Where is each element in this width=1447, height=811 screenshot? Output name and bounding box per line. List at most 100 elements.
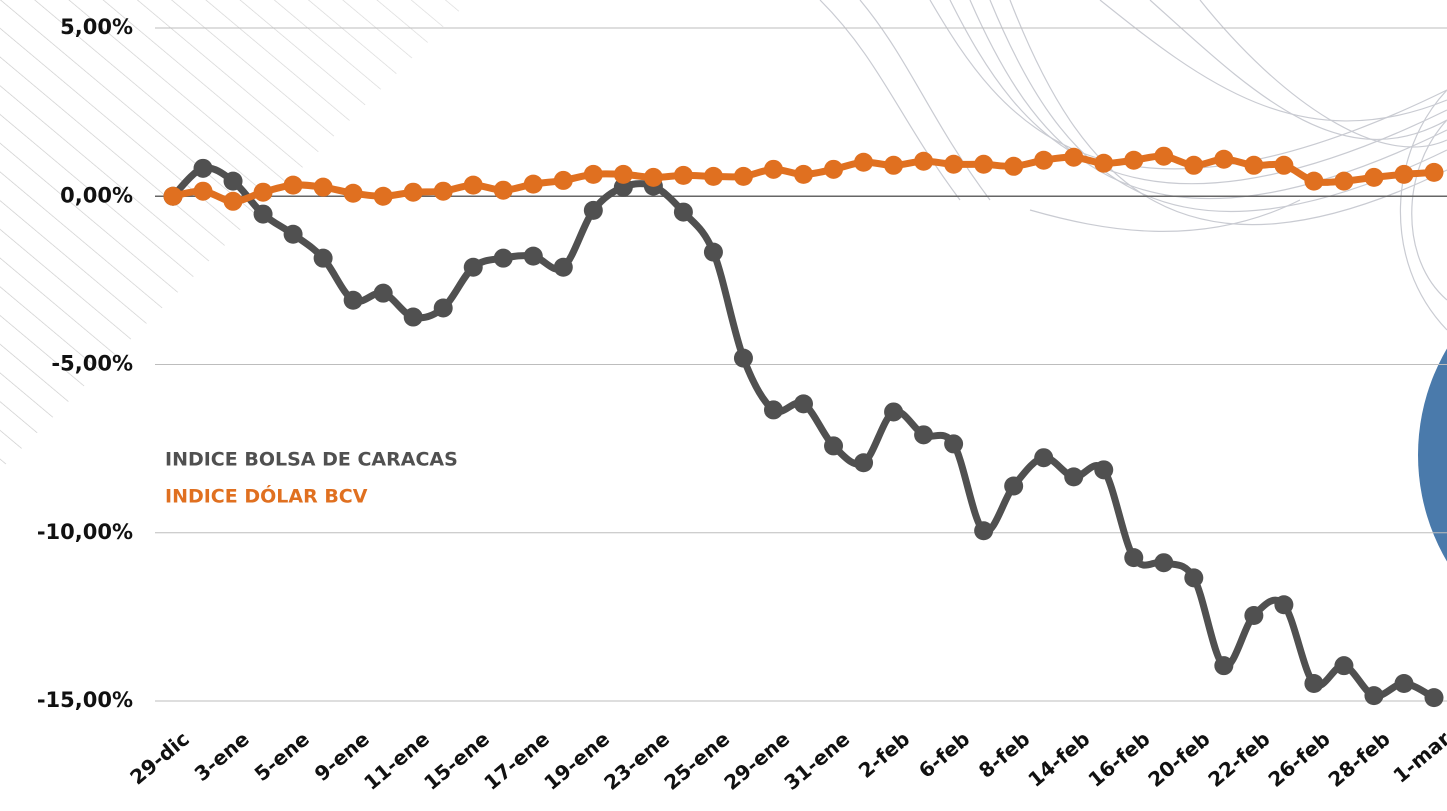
data-point [584,201,603,220]
data-point [644,168,663,187]
data-point [284,176,303,195]
data-point [1124,151,1143,170]
data-point [614,165,633,184]
data-point [704,167,723,186]
data-point [974,155,993,174]
data-point [1304,172,1323,191]
y-tick-label: -10,00% [37,520,133,544]
data-point [314,249,333,268]
background-decoration [0,0,1447,665]
data-point [584,165,603,184]
data-point [1244,156,1263,175]
data-point [374,284,393,303]
data-point [254,183,273,202]
data-point [1274,156,1293,175]
y-tick-label: 0,00% [60,183,133,207]
x-tick-label: 11-ene [359,727,434,795]
x-tick-label: 6-feb [914,727,974,783]
data-point [764,400,783,419]
x-tick-label: 22-feb [1203,727,1274,792]
data-point [1154,147,1173,166]
data-point [1094,154,1113,173]
data-point [1364,686,1383,705]
data-point [344,291,363,310]
data-point [254,205,273,224]
data-point [554,171,573,190]
x-tick-label: 23-ene [599,727,674,795]
x-tick-label: 29-ene [719,727,794,795]
data-point [554,258,573,277]
x-tick-label: 3-ene [190,727,254,786]
data-point [1394,674,1413,693]
data-point [854,453,873,472]
data-point [1274,595,1293,614]
data-point [1184,156,1203,175]
data-point [1244,606,1263,625]
x-tick-label: 29-dic [125,727,193,790]
data-point [1124,548,1143,567]
data-point [434,182,453,201]
x-tick-label: 17-ene [479,727,554,795]
x-tick-label: 26-feb [1264,727,1335,792]
data-point [1094,460,1113,479]
data-point [824,160,843,179]
grid [155,28,1447,701]
x-tick-label: 16-feb [1083,727,1154,792]
x-tick-label: 15-ene [419,727,494,795]
data-point [1034,448,1053,467]
data-point [1214,656,1233,675]
data-point [824,436,843,455]
data-point [494,181,513,200]
data-point [164,187,183,206]
x-tick-label: 5-ene [250,727,314,786]
x-tick-label: 14-feb [1023,727,1094,792]
y-tick-label: -5,00% [51,352,133,376]
data-point [1154,553,1173,572]
data-point [524,175,543,194]
data-point [1425,688,1444,707]
data-point [1334,172,1353,191]
data-point [284,225,303,244]
data-point [1184,568,1203,587]
data-point [944,155,963,174]
data-point [194,182,213,201]
plot [164,147,1444,707]
data-point [794,165,813,184]
legend-label: INDICE DÓLAR BCV [165,484,368,508]
data-point [794,394,813,413]
chart: -15,00% -10,00% -5,00% 0,00% 5,00% 29-dic3-en… [0,0,1447,811]
legend-label: INDICE BOLSA DE CARACAS [165,449,458,471]
data-point [224,192,243,211]
data-point [1064,148,1083,167]
data-point [854,153,873,172]
data-point [1425,163,1444,182]
data-point [494,249,513,268]
data-point [464,176,483,195]
data-point [764,160,783,179]
x-tick-label: 19-ene [539,727,614,795]
data-point [1004,476,1023,495]
data-point [1214,150,1233,169]
y-tick-label: 5,00% [60,15,133,39]
data-point [404,183,423,202]
data-point [1364,168,1383,187]
data-point [674,203,693,222]
data-point [314,178,333,197]
page: {"chart_data": { "type": "line", "catego… [0,0,1447,811]
data-point [404,308,423,327]
x-tick-label: 1-mar [1388,727,1447,788]
data-point [1394,165,1413,184]
data-point [1304,674,1323,693]
x-tick-label: 28-feb [1324,727,1395,792]
x-tick-label: 31-ene [779,727,854,795]
data-point [944,434,963,453]
x-tick-label: 2-feb [854,727,914,783]
data-point [374,187,393,206]
y-tick-label: -15,00% [37,688,133,712]
data-point [914,425,933,444]
data-point [1004,157,1023,176]
data-point [914,152,933,171]
x-tick-label: 20-feb [1143,727,1214,792]
data-point [344,184,363,203]
data-point [224,172,243,191]
